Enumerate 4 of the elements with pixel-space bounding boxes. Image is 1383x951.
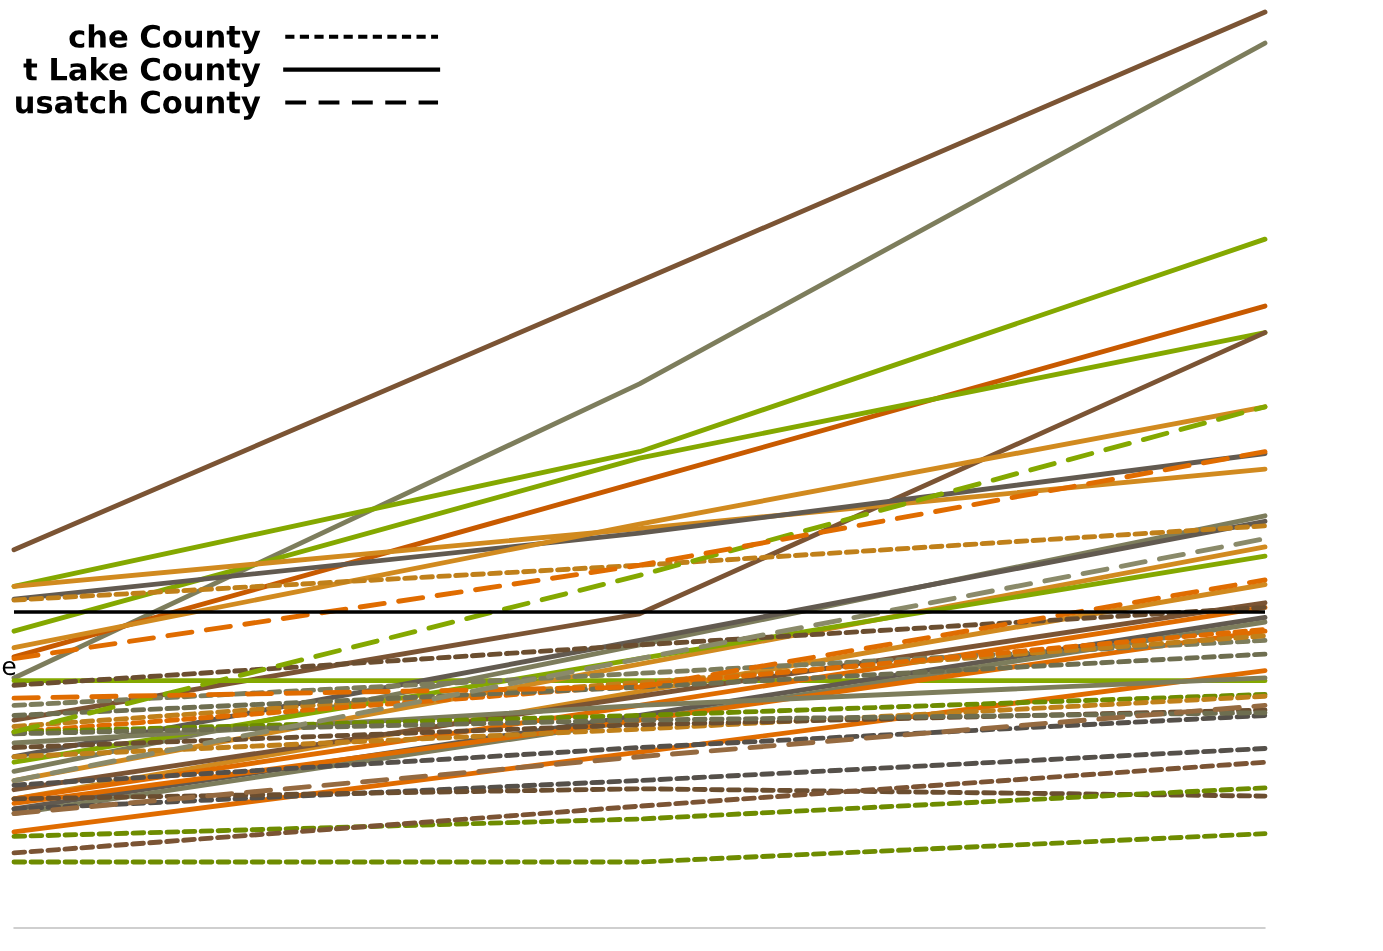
legend-label: usatch County (16, 89, 261, 120)
annotation: e (2, 660, 16, 676)
legend-label: che County (69, 24, 261, 55)
legend-label: t Lake County (23, 57, 261, 87)
